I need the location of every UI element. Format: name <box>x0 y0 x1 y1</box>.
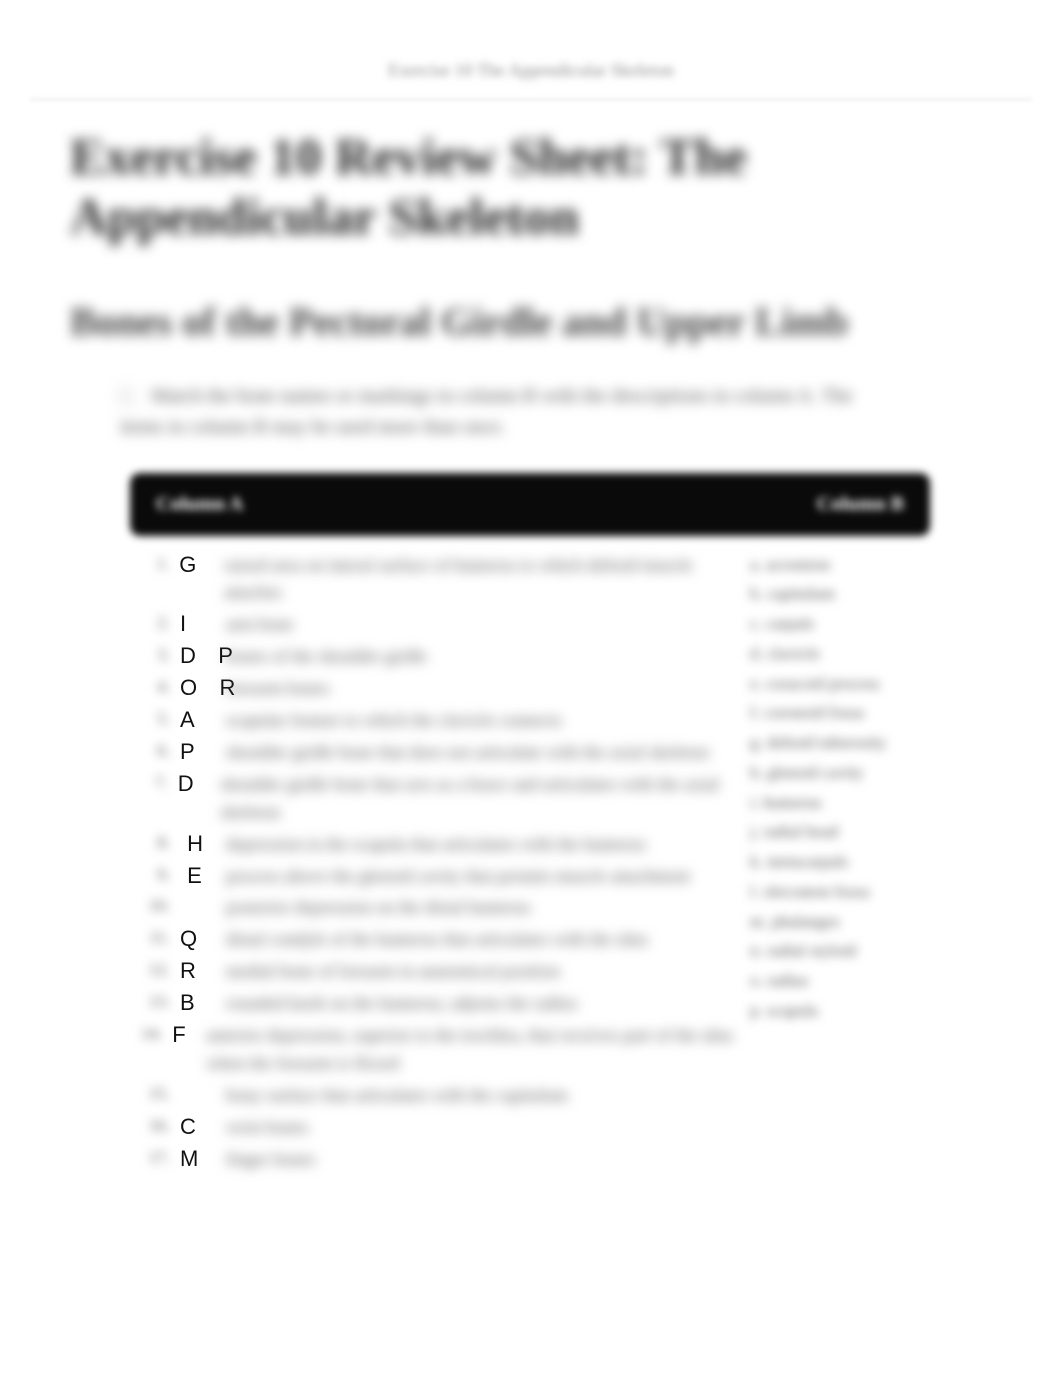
header-divider <box>30 99 1032 100</box>
answer-letter: G <box>169 550 224 578</box>
answer-letter: I <box>170 609 226 637</box>
row-index: 2. <box>140 609 170 633</box>
column-b-option: i. humerus <box>750 788 920 818</box>
row-description: raised area on lateral surface of humeru… <box>224 550 742 608</box>
page-header-label: Exercise 10 The Appendicular Skeleton <box>70 60 992 81</box>
row-index: 16. <box>140 1112 170 1136</box>
column-a-row: 2.Iarm bone <box>140 609 742 639</box>
column-a: 1.Graised area on lateral surface of hum… <box>140 550 750 1176</box>
matching-table-body: 1.Graised area on lateral surface of hum… <box>130 536 930 1186</box>
row-index: 5. <box>140 705 170 729</box>
column-b-option: k. metacarpals <box>750 847 920 877</box>
column-b-option: j. radial head <box>750 817 920 847</box>
column-b-option: h. glenoid cavity <box>750 758 920 788</box>
row-description: finger bones <box>226 1144 742 1174</box>
column-a-row: 3.D Pbones of the shoulder girdle <box>140 641 742 671</box>
column-a-row: 9. Eprocess above the glenoid cavity tha… <box>140 861 742 891</box>
row-description: wrist bones <box>226 1112 742 1142</box>
row-index: 14. <box>140 1020 162 1044</box>
row-index: 11. <box>140 924 170 948</box>
row-index: 13. <box>140 988 170 1012</box>
row-description: distal condyle of the humerus that artic… <box>226 924 742 954</box>
answer-letter: R <box>170 956 226 984</box>
column-a-row: 10. posterior depression on the distal hu… <box>140 892 742 922</box>
column-a-row: 7.Dshoulder girdle bone that acts as a b… <box>140 769 742 827</box>
column-b-option: l. olecranon fossa <box>750 877 920 907</box>
row-index: 17. <box>140 1144 170 1168</box>
answer-letter: M <box>170 1144 226 1172</box>
answer-letter <box>170 1080 226 1082</box>
document-page: Exercise 10 The Appendicular Skeleton Ex… <box>0 0 1062 1377</box>
row-description: bones of the shoulder girdle <box>226 641 742 671</box>
column-b-option: b. capitulum <box>750 579 920 609</box>
row-index: 12. <box>140 956 170 980</box>
question-text: Match the bone names or markings in colu… <box>120 385 853 438</box>
column-a-row: 8. Hdepression in the scapula that artic… <box>140 829 742 859</box>
row-description: anterior depression, superior to the tro… <box>206 1020 742 1078</box>
column-b-option: p. scapula <box>750 996 920 1026</box>
column-a-row: 14.Fanterior depression, superior to the… <box>140 1020 742 1078</box>
matching-table-header: Column A Column B <box>130 473 930 536</box>
column-b-option: c. carpals <box>750 609 920 639</box>
answer-letter: B <box>170 988 226 1016</box>
answer-letter: H <box>170 829 226 857</box>
row-index: 1. <box>140 550 169 574</box>
row-description: depression in the scapula that articulat… <box>226 829 742 859</box>
row-description: rounded knob on the humerus; adjoins the… <box>226 988 742 1018</box>
row-index: 6. <box>140 737 170 761</box>
row-index: 4. <box>140 673 170 697</box>
row-index: 10. <box>140 892 170 916</box>
column-a-row: 15. bony surface that articulates with th… <box>140 1080 742 1110</box>
column-b: a. acromionb. capitulumc. carpalsd. clav… <box>750 550 920 1176</box>
answer-letter: Q <box>170 924 226 952</box>
column-b-option: o. radius <box>750 966 920 996</box>
answer-letter: D <box>168 769 221 797</box>
column-b-option: n. radial styloid <box>750 936 920 966</box>
column-b-option: d. clavicle <box>750 639 920 669</box>
answer-letter: E <box>170 861 226 889</box>
column-a-row: 13.Brounded knob on the humerus; adjoins… <box>140 988 742 1018</box>
answer-letter: P <box>170 737 226 765</box>
row-index: 15. <box>140 1080 170 1104</box>
section-heading: Bones of the Pectoral Girdle and Upper L… <box>70 298 992 345</box>
row-index: 7. <box>140 769 168 793</box>
page-title: Exercise 10 Review Sheet: The Appendicul… <box>70 128 992 248</box>
row-description: process above the glenoid cavity that pe… <box>226 861 742 891</box>
row-description: bony surface that articulates with the c… <box>226 1080 742 1110</box>
column-a-row: 5.Ascapular feature to which the clavicl… <box>140 705 742 735</box>
answer-letter: F <box>162 1020 206 1048</box>
question-number: 1. <box>120 381 146 412</box>
row-description: shoulder girdle bone that does not artic… <box>226 737 742 767</box>
row-index: 3. <box>140 641 170 665</box>
column-a-row: 17.Mfinger bones <box>140 1144 742 1174</box>
column-b-option: g. deltoid tuberosity <box>750 728 920 758</box>
matching-table: Column A Column B 1.Graised area on late… <box>130 473 930 1186</box>
column-b-option: f. coronoid fossa <box>750 698 920 728</box>
row-description: shoulder girdle bone that acts as a brac… <box>220 769 742 827</box>
row-index: 9. <box>140 861 170 885</box>
row-description: scapular feature to which the clavicle c… <box>226 705 742 735</box>
column-b-option: m. phalanges <box>750 907 920 937</box>
row-description: posterior depression on the distal humer… <box>226 892 742 922</box>
row-description: forearm bones <box>226 673 742 703</box>
column-b-option: a. acromion <box>750 550 920 580</box>
column-a-row: 1.Graised area on lateral surface of hum… <box>140 550 742 608</box>
column-a-row: 11.Qdistal condyle of the humerus that a… <box>140 924 742 954</box>
column-a-row: 6.Pshoulder girdle bone that does not ar… <box>140 737 742 767</box>
question-instructions: 1. Match the bone names or markings in c… <box>120 381 880 443</box>
answer-letter: A <box>170 705 226 733</box>
column-b-header: Column B <box>817 493 904 516</box>
answer-letter <box>170 892 226 894</box>
row-description: medial bone of forearm in anatomical pos… <box>226 956 742 986</box>
column-b-option: e. coracoid process <box>750 669 920 699</box>
row-description: arm bone <box>226 609 742 639</box>
answer-letter: C <box>170 1112 226 1140</box>
column-a-header: Column A <box>156 493 243 516</box>
answer-letter: O R <box>170 673 226 701</box>
answer-letter: D P <box>170 641 226 669</box>
column-a-row: 16.Cwrist bones <box>140 1112 742 1142</box>
column-a-row: 12.Rmedial bone of forearm in anatomical… <box>140 956 742 986</box>
row-index: 8. <box>140 829 170 853</box>
column-a-row: 4.O Rforearm bones <box>140 673 742 703</box>
